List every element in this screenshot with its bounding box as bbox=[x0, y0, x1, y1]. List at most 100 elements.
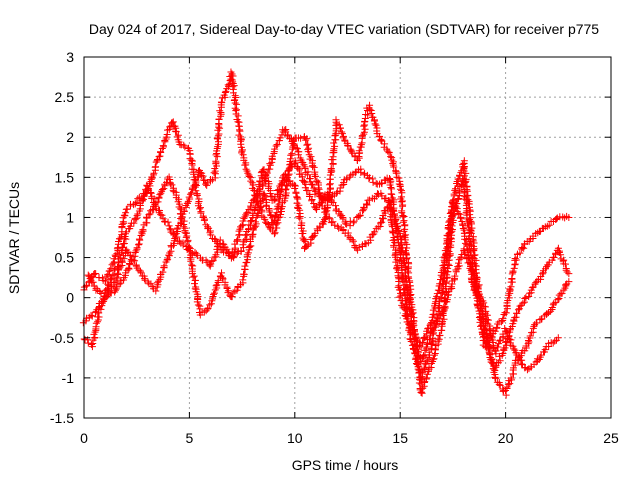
data-point bbox=[503, 327, 511, 335]
x-tick-label: 15 bbox=[392, 430, 408, 446]
data-point bbox=[191, 285, 199, 293]
data-point bbox=[512, 256, 520, 264]
data-point bbox=[384, 147, 392, 155]
data-point bbox=[367, 106, 375, 114]
data-point bbox=[171, 234, 179, 242]
data-point bbox=[475, 314, 483, 322]
data-point bbox=[447, 241, 455, 249]
data-point bbox=[205, 261, 213, 269]
data-point bbox=[237, 136, 245, 144]
data-point bbox=[194, 301, 202, 309]
data-point bbox=[371, 120, 379, 128]
data-point bbox=[496, 337, 504, 345]
data-point bbox=[400, 304, 408, 312]
data-point bbox=[327, 165, 335, 173]
data-point bbox=[278, 186, 286, 194]
data-point bbox=[338, 128, 346, 136]
data-point bbox=[273, 186, 281, 194]
data-point bbox=[507, 374, 515, 382]
data-point bbox=[147, 207, 155, 215]
data-point bbox=[343, 220, 351, 228]
data-point bbox=[492, 347, 500, 355]
data-point bbox=[125, 265, 133, 273]
data-point bbox=[442, 250, 450, 258]
data-point bbox=[360, 128, 368, 136]
data-point bbox=[471, 283, 479, 291]
data-point bbox=[191, 277, 199, 285]
data-point bbox=[543, 310, 551, 318]
data-point bbox=[348, 236, 356, 244]
data-point bbox=[554, 296, 562, 304]
data-point bbox=[161, 137, 169, 145]
data-point bbox=[415, 379, 423, 387]
x-tick-label: 20 bbox=[498, 430, 514, 446]
data-point bbox=[521, 294, 529, 302]
data-point bbox=[219, 275, 227, 283]
data-point bbox=[360, 122, 368, 130]
data-point bbox=[349, 237, 357, 245]
data-point bbox=[499, 315, 507, 323]
data-point bbox=[256, 204, 264, 212]
data-point bbox=[421, 346, 429, 354]
chart-title: Day 024 of 2017, Sidereal Day-to-day VTE… bbox=[89, 21, 599, 37]
data-point bbox=[193, 298, 201, 306]
data-point bbox=[391, 238, 399, 246]
data-point bbox=[506, 286, 514, 294]
data-point bbox=[273, 141, 281, 149]
data-point bbox=[215, 115, 223, 123]
data-point bbox=[158, 144, 166, 152]
data-point bbox=[308, 181, 316, 189]
data-point bbox=[244, 208, 252, 216]
data-point bbox=[350, 217, 358, 225]
data-point bbox=[466, 258, 474, 266]
data-point bbox=[214, 132, 222, 140]
data-point bbox=[155, 153, 163, 161]
data-point bbox=[263, 169, 271, 177]
data-point bbox=[224, 81, 232, 89]
data-point bbox=[387, 190, 395, 198]
data-point bbox=[249, 181, 257, 189]
data-point bbox=[429, 316, 437, 324]
data-point bbox=[561, 260, 569, 268]
data-point bbox=[303, 135, 311, 143]
data-point bbox=[266, 161, 274, 169]
data-point bbox=[417, 343, 425, 351]
data-point bbox=[224, 249, 232, 257]
data-point bbox=[116, 263, 124, 271]
data-point bbox=[565, 278, 573, 286]
data-point bbox=[519, 299, 527, 307]
data-point bbox=[292, 159, 300, 167]
data-point bbox=[314, 184, 322, 192]
series-track-4 bbox=[79, 172, 562, 374]
data-point bbox=[154, 198, 162, 206]
data-point bbox=[459, 161, 467, 169]
x-tick-label: 10 bbox=[287, 430, 303, 446]
data-point bbox=[179, 241, 187, 249]
data-point bbox=[309, 163, 317, 171]
data-point bbox=[294, 205, 302, 213]
data-point bbox=[474, 304, 482, 312]
data-point bbox=[242, 231, 250, 239]
axis-ticks: 0 5 10 15 20 25 -1.5 -1 -0.5 0 0.5 1 1.5 2 2.5 3 bbox=[50, 49, 619, 446]
data-point bbox=[339, 226, 347, 234]
y-tick-label: 1.5 bbox=[55, 169, 75, 185]
data-point bbox=[392, 169, 400, 177]
data-point bbox=[146, 210, 154, 218]
data-point bbox=[452, 203, 460, 211]
data-point bbox=[332, 116, 340, 124]
data-point bbox=[297, 134, 305, 142]
data-point bbox=[187, 257, 195, 265]
data-point bbox=[139, 226, 147, 234]
data-point bbox=[244, 249, 252, 257]
data-point bbox=[468, 279, 476, 287]
data-point bbox=[459, 224, 467, 232]
data-point bbox=[109, 272, 117, 280]
data-point bbox=[94, 313, 102, 321]
data-point bbox=[161, 180, 169, 188]
data-point bbox=[134, 241, 142, 249]
data-point bbox=[133, 212, 141, 220]
data-point bbox=[492, 374, 500, 382]
data-point bbox=[422, 374, 430, 382]
data-point bbox=[211, 286, 219, 294]
y-tick-label: 2.5 bbox=[55, 89, 75, 105]
